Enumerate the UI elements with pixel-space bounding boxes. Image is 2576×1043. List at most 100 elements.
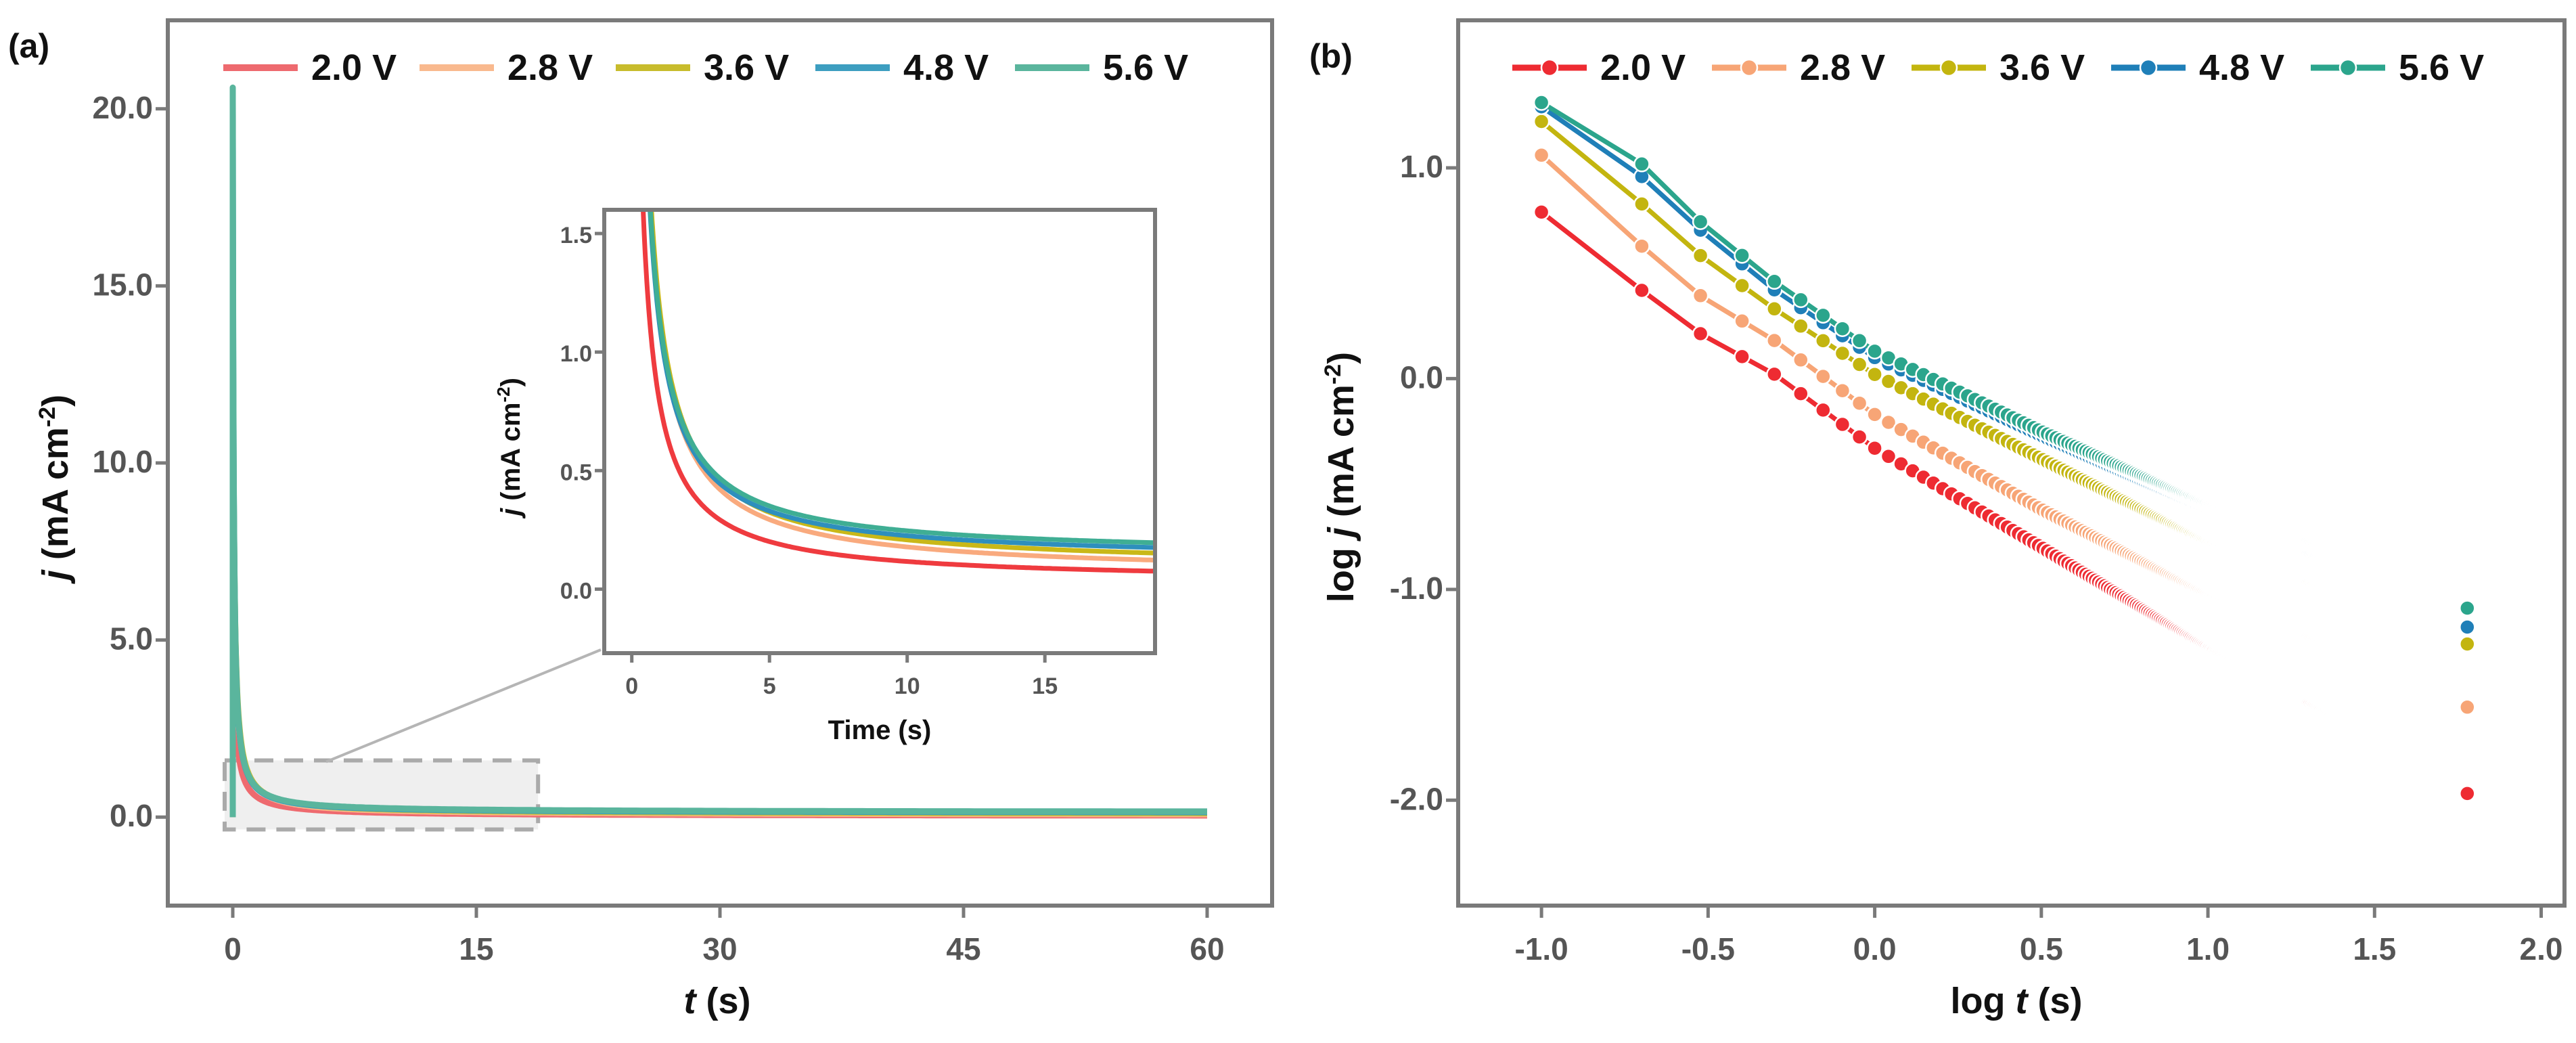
inset-x-tick-label: 10: [895, 673, 920, 699]
panel-b-data-point: [1834, 382, 1851, 399]
panel-a-y-tick-label: 0.0: [110, 798, 153, 833]
panel-b-legend-label: 4.8 V: [2199, 47, 2284, 88]
inset-background: [604, 210, 1155, 653]
panel-b-legend: 2.0 V 2.8 V 3.6 V 4.8 V 5.6 V: [1512, 47, 2484, 88]
zoom-region-box: [223, 758, 541, 832]
inset-y-var: j: [496, 508, 526, 519]
panel-b-y-axis-label: log j (mA cm-2): [1320, 352, 1361, 602]
panel-b-x-tick-label: 1.0: [2186, 931, 2230, 967]
panel-a-label: (a): [8, 27, 49, 65]
panel-a-zoom-region: [223, 758, 541, 832]
panel-b-data-point: [1633, 282, 1650, 299]
panel-a-legend-label: 2.8 V: [507, 47, 593, 88]
panel-b-data-point: [1866, 406, 1883, 423]
panel-b-y-var: j: [1321, 527, 1361, 541]
panel-b-y-sup: -2: [1320, 364, 1346, 384]
panel-b-x-tick-label: 0.0: [1853, 931, 1897, 967]
inset-x-axis-label: Time (s): [828, 715, 932, 745]
panel-b-y-tick-label: -2.0: [1390, 781, 1443, 816]
panel-b-data-point: [1792, 351, 1809, 369]
panel-b-legend-label: 2.8 V: [1800, 47, 1885, 88]
panel-b-legend-label: 3.6 V: [1999, 47, 2085, 88]
inset-connector: [325, 648, 602, 763]
panel-a-legend-label: 3.6 V: [704, 47, 789, 88]
panel-a-x-axis-label: t (s): [684, 981, 751, 1021]
panel-b-axes-box: [1456, 18, 2567, 908]
inset-y-tick-label: 0.5: [560, 460, 592, 485]
panel-b-data-point: [1792, 385, 1809, 402]
panel-a-y-close: ): [35, 395, 76, 407]
panel-a-legend-label: 5.6 V: [1103, 47, 1188, 88]
panel-b-series-group: [1533, 94, 2476, 802]
panel-a-legend-label: 4.8 V: [903, 47, 989, 88]
panel-b-data-point: [1866, 342, 1883, 360]
panel-b-x-tick-label: 2.0: [2520, 931, 2563, 967]
panel-b-x-axis-label: log t (s): [1951, 981, 2083, 1021]
panel-b-data-point: [1734, 247, 1750, 264]
inset-ticks: 0 5 10 15 0.0 0.5 1.0 1.5: [560, 223, 1058, 699]
panel-b-y-unit: (mA cm: [1321, 384, 1361, 527]
panel-b-data-point: [1834, 320, 1851, 337]
panel-b-x-tick-label: 0.5: [2020, 931, 2063, 967]
inset-clip-group: [640, 210, 1155, 574]
inset-y-sup: -2: [493, 386, 514, 402]
panel-b-data-point: [1533, 113, 1550, 130]
panel-b-data-point: [2459, 698, 2476, 716]
panel-b-data-point: [1692, 287, 1709, 305]
panel-b-frame: [1456, 18, 2567, 908]
panel-b-label: (b): [1309, 37, 1353, 75]
inset-frame: [602, 208, 1157, 655]
inset-axes-box: [602, 208, 1157, 655]
panel-a-x-tick-label: 45: [946, 931, 980, 967]
panel-a-y-sup: -2: [35, 407, 60, 427]
panel-b-data-point: [1692, 247, 1709, 264]
panel-a-y-tick-label: 20.0: [92, 90, 153, 125]
panel-b-data-point: [2459, 619, 2476, 636]
panel-b-data-point: [1880, 448, 1897, 465]
panel-b-x-var: t: [2016, 981, 2029, 1021]
inset-connector-line: [325, 648, 602, 763]
inset-series-line: [648, 210, 1155, 546]
panel-b-data-point: [1692, 213, 1709, 230]
panel-b-y-tick-label: 1.0: [1400, 149, 1443, 184]
panel-a-legend: 2.0 V 2.8 V 3.6 V 4.8 V 5.6 V: [223, 47, 1188, 88]
panel-a-legend-label: 2.0 V: [311, 47, 397, 88]
panel-a-y-unit: (mA cm: [35, 427, 76, 570]
panel-b-data-point: [1533, 204, 1550, 221]
panel-b-data-point: [1692, 325, 1709, 342]
panel-b-y-tick-label: 0.0: [1400, 359, 1443, 395]
panel-b-legend-marker: [1540, 58, 1559, 77]
panel-b-data-point: [1851, 395, 1868, 412]
panel-b-data-point: [1815, 368, 1832, 385]
panel-a-y-tick-label: 10.0: [92, 444, 153, 479]
panel-b-data-point: [1866, 365, 1883, 383]
inset-series-group: [604, 210, 1155, 653]
panel-b-data-point: [1633, 196, 1650, 213]
panel-b-ticks: -1.0 -0.5 0.0 0.5 1.0 1.5 2.0 -2.0 -1.0 0.0 1.0: [1390, 149, 2563, 967]
panel-a-x-tick-label: 30: [702, 931, 737, 967]
panel-b-data-point: [1866, 439, 1883, 457]
panel-b-x-tick-label: -0.5: [1681, 931, 1735, 967]
inset-y-close: ): [496, 378, 526, 386]
inset-y-tick-label: 1.0: [560, 341, 592, 367]
panel-a-y-tick-label: 15.0: [92, 267, 153, 302]
panel-b-y-tick-label: -1.0: [1390, 571, 1443, 606]
panel-a-x-tick-label: 60: [1190, 931, 1224, 967]
panel-b-data-point: [1792, 291, 1809, 309]
panel-b-data-point: [1766, 301, 1783, 317]
panel-b-data-point: [2459, 636, 2476, 652]
inset-y-tick-label: 0.0: [560, 578, 592, 604]
panel-a-ticks: 0 15 30 45 60 0.0 5.0 10.0 15.0 20.0: [92, 90, 1224, 967]
panel-b-x-tick-label: -1.0: [1514, 931, 1568, 967]
panel-b-data-point: [1766, 273, 1783, 290]
panel-b-x-tick-label: 1.5: [2353, 931, 2396, 967]
panel-b-data-point: [1734, 348, 1750, 365]
panel-b-data-point: [1851, 428, 1868, 445]
panel-a-series-line: [229, 84, 1207, 818]
inset-x-tick-label: 0: [625, 673, 638, 699]
panel-a-x-var: t: [684, 981, 698, 1021]
panel-b-data-point: [1834, 416, 1851, 433]
panel-b-data-point: [1533, 147, 1550, 164]
panel-b-y-close: ): [1321, 352, 1361, 364]
